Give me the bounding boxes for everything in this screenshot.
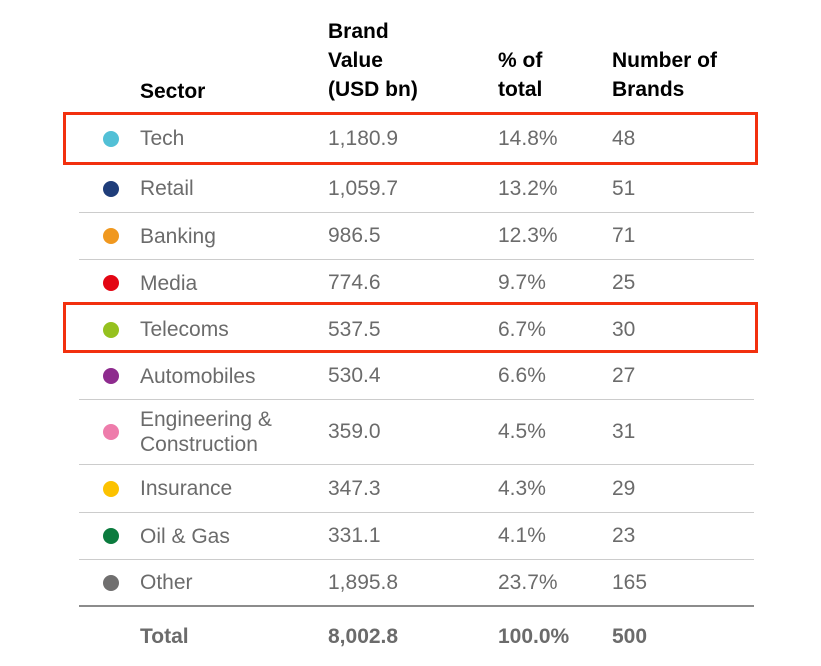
pct-of-total: 9.7% — [498, 271, 546, 294]
table-row-engineering-construction: Engineering & Construction 359.0 4.5% 31 — [79, 400, 754, 465]
dot-cell — [79, 130, 140, 147]
table-row-media: Media 774.6 9.7% 25 — [79, 260, 754, 306]
header-pct-text: % of total — [498, 49, 543, 101]
dot-cell — [79, 180, 140, 197]
dot-cell — [79, 424, 140, 440]
sector-name: Retail — [140, 177, 194, 200]
sector-name: Telecoms — [140, 318, 229, 341]
number-of-brands: 25 — [612, 271, 636, 294]
table-row-telecoms: Telecoms 537.5 6.7% 30 — [79, 306, 754, 353]
total-pct: 100.0% — [498, 624, 570, 648]
number-of-brands: 23 — [612, 524, 636, 547]
table-row-insurance: Insurance 347.3 4.3% 29 — [79, 465, 754, 513]
header-number-of-brands: Number of Brands — [612, 49, 717, 101]
header-sector: Sector — [140, 80, 206, 103]
brand-value: 1,180.9 — [328, 126, 399, 150]
table-row-automobiles: Automobiles 530.4 6.6% 27 — [79, 353, 754, 400]
sector-name: Oil & Gas — [140, 524, 230, 548]
number-of-brands: 30 — [612, 317, 636, 341]
sector-name: Other — [140, 571, 193, 594]
dot-cell — [79, 321, 140, 338]
number-of-brands: 51 — [612, 176, 636, 200]
brand-value: 537.5 — [328, 317, 381, 341]
header-brand-value: Brand Value (USD bn) — [328, 20, 418, 101]
dot-cell — [79, 368, 140, 384]
banking-color-dot — [103, 228, 119, 244]
sector-name: Media — [140, 271, 198, 295]
sector-name: Insurance — [140, 477, 233, 500]
automobiles-color-dot — [103, 368, 119, 384]
number-of-brands: 27 — [612, 364, 636, 387]
engineering-color-dot — [103, 424, 119, 440]
header-pct-of-total: % of total — [498, 46, 612, 104]
telecoms-color-dot — [103, 321, 119, 338]
dot-cell — [79, 574, 140, 591]
number-of-brands: 29 — [612, 476, 636, 500]
total-brand-value: 8,002.8 — [328, 624, 399, 648]
table-row-tech: Tech 1,180.9 14.8% 48 — [79, 112, 754, 165]
table-row-retail: Retail 1,059.7 13.2% 51 — [79, 165, 754, 213]
sector-name: Banking — [140, 224, 216, 248]
table-row-oil-gas: Oil & Gas 331.1 4.1% 23 — [79, 513, 754, 560]
pct-of-total: 14.8% — [498, 126, 558, 150]
brand-value: 1,895.8 — [328, 570, 399, 594]
pct-of-total: 4.1% — [498, 524, 546, 547]
pct-of-total: 4.5% — [498, 420, 546, 443]
dot-cell — [79, 228, 140, 244]
other-color-dot — [103, 574, 119, 591]
brand-value: 774.6 — [328, 271, 381, 294]
pct-of-total: 12.3% — [498, 224, 558, 247]
pct-of-total: 6.6% — [498, 364, 546, 387]
number-of-brands: 165 — [612, 570, 648, 594]
oil-gas-color-dot — [103, 528, 119, 544]
brand-value: 1,059.7 — [328, 176, 399, 200]
total-brands: 500 — [612, 624, 648, 648]
data-table: Sector Brand Value (USD bn) % of total N… — [79, 0, 754, 666]
dot-cell — [79, 528, 140, 544]
number-of-brands: 48 — [612, 126, 636, 150]
number-of-brands: 31 — [612, 420, 636, 443]
tech-color-dot — [103, 130, 119, 147]
media-color-dot — [103, 275, 119, 291]
number-of-brands: 71 — [612, 224, 636, 247]
sector-name: Tech — [140, 127, 185, 150]
table-row-total: Total 8,002.8 100.0% 500 — [79, 607, 754, 666]
retail-color-dot — [103, 180, 119, 197]
pct-of-total: 23.7% — [498, 570, 558, 594]
table-row-other: Other 1,895.8 23.7% 165 — [79, 560, 754, 607]
pct-of-total: 13.2% — [498, 176, 558, 200]
brand-value: 331.1 — [328, 524, 381, 547]
dot-cell — [79, 480, 140, 497]
total-label: Total — [140, 625, 189, 648]
sector-name: Engineering & Construction — [140, 408, 272, 456]
dot-cell — [79, 275, 140, 291]
insurance-color-dot — [103, 480, 119, 497]
brand-value: 359.0 — [328, 420, 381, 443]
brand-value: 347.3 — [328, 476, 381, 500]
table-header-row: Sector Brand Value (USD bn) % of total N… — [79, 0, 754, 112]
brand-value: 986.5 — [328, 224, 381, 247]
brand-value: 530.4 — [328, 364, 381, 387]
table-row-banking: Banking 986.5 12.3% 71 — [79, 213, 754, 260]
sector-name: Automobiles — [140, 364, 256, 388]
pct-of-total: 6.7% — [498, 317, 546, 341]
pct-of-total: 4.3% — [498, 476, 546, 500]
